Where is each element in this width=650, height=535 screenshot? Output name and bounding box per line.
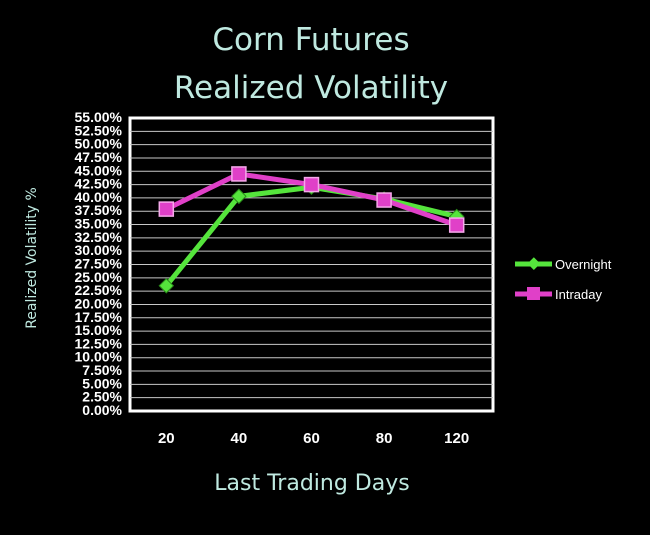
x-tick-label: 80 <box>376 430 393 447</box>
x-tick-label: 40 <box>231 430 248 447</box>
y-tick-label: 50.00% <box>75 136 123 152</box>
y-axis-title: Realized Volatility % <box>24 187 40 329</box>
gridlines <box>130 130 493 399</box>
y-tick-label: 52.50% <box>75 122 123 138</box>
legend-marker-intraday <box>527 287 540 300</box>
y-tick-label: 45.00% <box>75 162 123 178</box>
y-tick-labels: 0.00%2.50%5.00%7.50%10.00%12.50%15.00%17… <box>75 109 123 418</box>
y-tick-label: 42.50% <box>75 176 123 192</box>
data-point-intraday <box>376 192 392 208</box>
y-tick-label: 47.50% <box>75 149 123 165</box>
data-point-intraday <box>158 201 175 217</box>
y-tick-label: 27.50% <box>75 256 123 272</box>
data-series <box>158 166 465 294</box>
y-tick-label: 25.00% <box>75 269 123 285</box>
x-tick-label: 120 <box>444 430 469 447</box>
y-tick-label: 30.00% <box>75 242 123 258</box>
y-tick-label: 10.00% <box>75 349 123 365</box>
y-tick-label: 15.00% <box>75 322 123 338</box>
y-tick-label: 12.50% <box>75 335 123 351</box>
legend-label-intraday: Intraday <box>555 287 602 302</box>
y-tick-label: 7.50% <box>82 362 122 378</box>
y-tick-label: 2.50% <box>82 389 122 405</box>
y-tick-label: 55.00% <box>75 109 123 125</box>
y-tick-label: 22.50% <box>75 282 123 298</box>
data-point-intraday <box>448 217 465 233</box>
x-tick-labels: 20 40 60 80 120 <box>158 430 469 447</box>
data-point-overnight <box>158 278 175 294</box>
y-tick-label: 32.50% <box>75 229 123 245</box>
y-tick-label: 20.00% <box>75 295 123 311</box>
y-tick-label: 17.50% <box>75 309 123 325</box>
data-point-intraday <box>303 176 320 193</box>
y-tick-label: 40.00% <box>75 189 123 205</box>
chart-title-line-1: Corn Futures <box>212 22 409 58</box>
legend-item-overnight: Overnight <box>515 257 612 272</box>
x-tick-label: 20 <box>158 430 175 447</box>
data-point-intraday <box>231 166 247 182</box>
data-point-overnight <box>231 188 247 205</box>
chart-title-line-2: Realized Volatility <box>174 70 448 106</box>
legend: Overnight Intraday <box>515 257 612 302</box>
y-tick-label: 37.50% <box>75 202 123 218</box>
x-axis-title: Last Trading Days <box>214 471 409 496</box>
legend-marker-overnight <box>527 257 541 271</box>
legend-item-intraday: Intraday <box>515 287 602 302</box>
y-tick-label: 35.00% <box>75 216 123 232</box>
legend-label-overnight: Overnight <box>555 257 612 272</box>
y-tick-label: 5.00% <box>82 375 122 391</box>
x-tick-label: 60 <box>303 430 320 447</box>
y-tick-label: 0.00% <box>82 402 122 418</box>
